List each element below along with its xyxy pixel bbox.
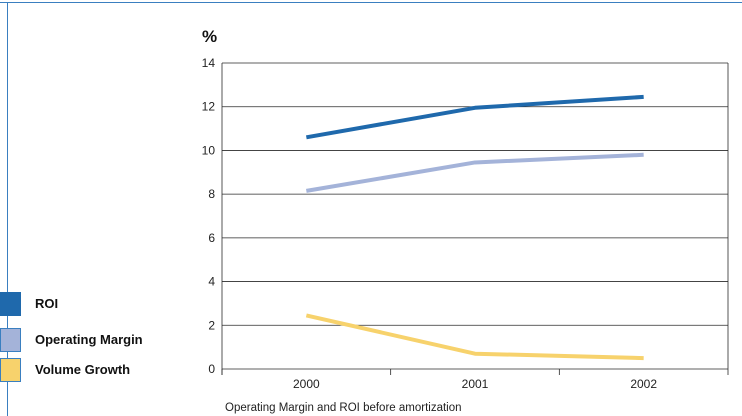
axes xyxy=(221,63,729,375)
legend-item-volume-growth: Volume Growth xyxy=(0,358,200,382)
y-tick-label: 8 xyxy=(208,187,215,201)
x-tick-label: 2002 xyxy=(630,377,657,391)
legend-label-operating-margin: Operating Margin xyxy=(35,332,143,347)
series-lines xyxy=(305,94,644,361)
y-tick-label: 0 xyxy=(208,362,215,376)
gridlines xyxy=(222,62,728,326)
chart-caption: Operating Margin and ROI before amortiza… xyxy=(225,402,462,414)
x-tick-labels: 2000 2001 2002 xyxy=(293,377,657,391)
series-line-volume-growth xyxy=(305,313,644,361)
legend-swatch-operating-margin xyxy=(0,328,21,352)
legend-item-roi: ROI xyxy=(0,292,200,316)
x-tick-label: 2001 xyxy=(462,377,489,391)
legend-label-roi: ROI xyxy=(35,296,59,311)
y-tick-label: 12 xyxy=(202,100,216,114)
legend-swatch-volume-growth xyxy=(0,358,21,382)
y-tick-label: 10 xyxy=(202,143,216,157)
y-tick-labels: 0 2 4 6 8 10 12 14 xyxy=(202,56,216,376)
y-tick-label: 14 xyxy=(202,56,216,70)
legend-label-volume-growth: Volume Growth xyxy=(35,362,131,377)
y-tick-label: 4 xyxy=(208,275,215,289)
series-line-operating-margin xyxy=(306,152,644,193)
y-tick-label: 6 xyxy=(208,231,215,245)
frame-left-rule xyxy=(7,2,8,416)
y-tick-label: 2 xyxy=(208,318,215,332)
y-axis-unit-label: % xyxy=(202,27,217,46)
legend-item-operating-margin: Operating Margin xyxy=(0,328,200,352)
legend-swatch-roi xyxy=(0,292,21,316)
x-tick-label: 2000 xyxy=(293,377,320,391)
frame-top-rule xyxy=(0,2,742,3)
series-line-roi xyxy=(305,94,644,140)
